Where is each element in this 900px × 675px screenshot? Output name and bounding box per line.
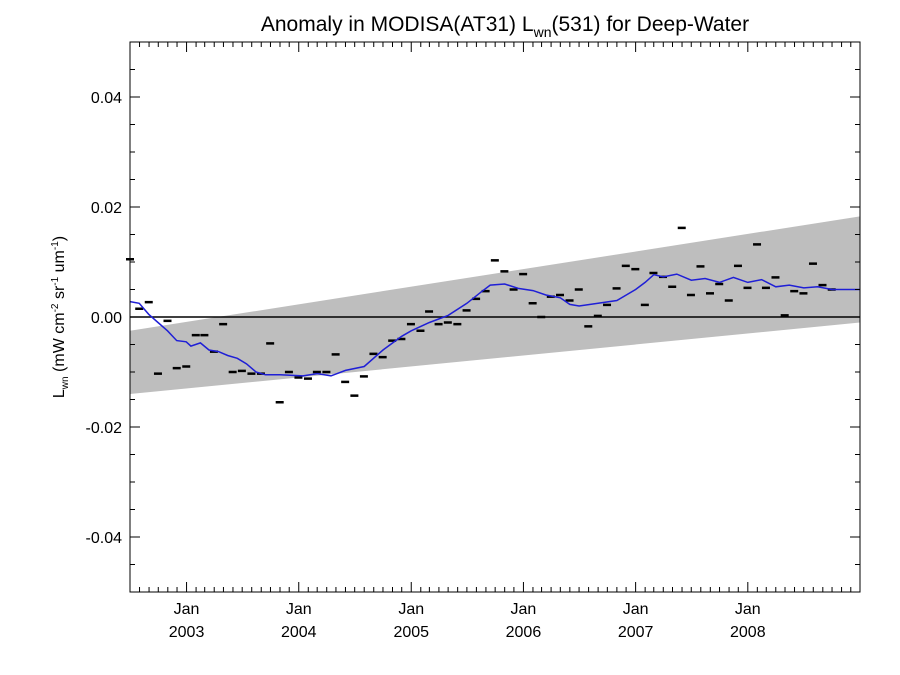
x-tick-month: Jan bbox=[174, 601, 200, 618]
x-tick-month: Jan bbox=[398, 601, 424, 618]
y-tick-label: 0.02 bbox=[91, 200, 122, 217]
x-tick-month: Jan bbox=[623, 601, 649, 618]
x-tick-month: Jan bbox=[511, 601, 537, 618]
uncertainty-band bbox=[130, 216, 860, 394]
x-tick-year: 2004 bbox=[281, 624, 317, 641]
x-tick-year: 2008 bbox=[730, 624, 766, 641]
y-tick-label: -0.04 bbox=[86, 530, 123, 547]
y-tick-label: -0.02 bbox=[86, 420, 123, 437]
x-tick-month: Jan bbox=[286, 601, 312, 618]
y-tick-label: 0.04 bbox=[91, 90, 122, 107]
x-tick-year: 2007 bbox=[618, 624, 654, 641]
y-tick-label: 0.00 bbox=[91, 310, 122, 327]
x-tick-month: Jan bbox=[735, 601, 761, 618]
x-tick-year: 2003 bbox=[169, 624, 205, 641]
chart-title: Anomaly in MODISA(AT31) Lwn(531) for Dee… bbox=[261, 13, 749, 40]
x-tick-year: 2006 bbox=[506, 624, 542, 641]
trend-line bbox=[129, 273, 860, 377]
y-axis-title: Lwn (mW cm-2 sr-1 um-1) bbox=[50, 236, 71, 398]
x-tick-year: 2005 bbox=[393, 624, 429, 641]
svg-text:Lwn (mW cm-2 sr-1 um-1): Lwn (mW cm-2 sr-1 um-1) bbox=[50, 236, 71, 398]
